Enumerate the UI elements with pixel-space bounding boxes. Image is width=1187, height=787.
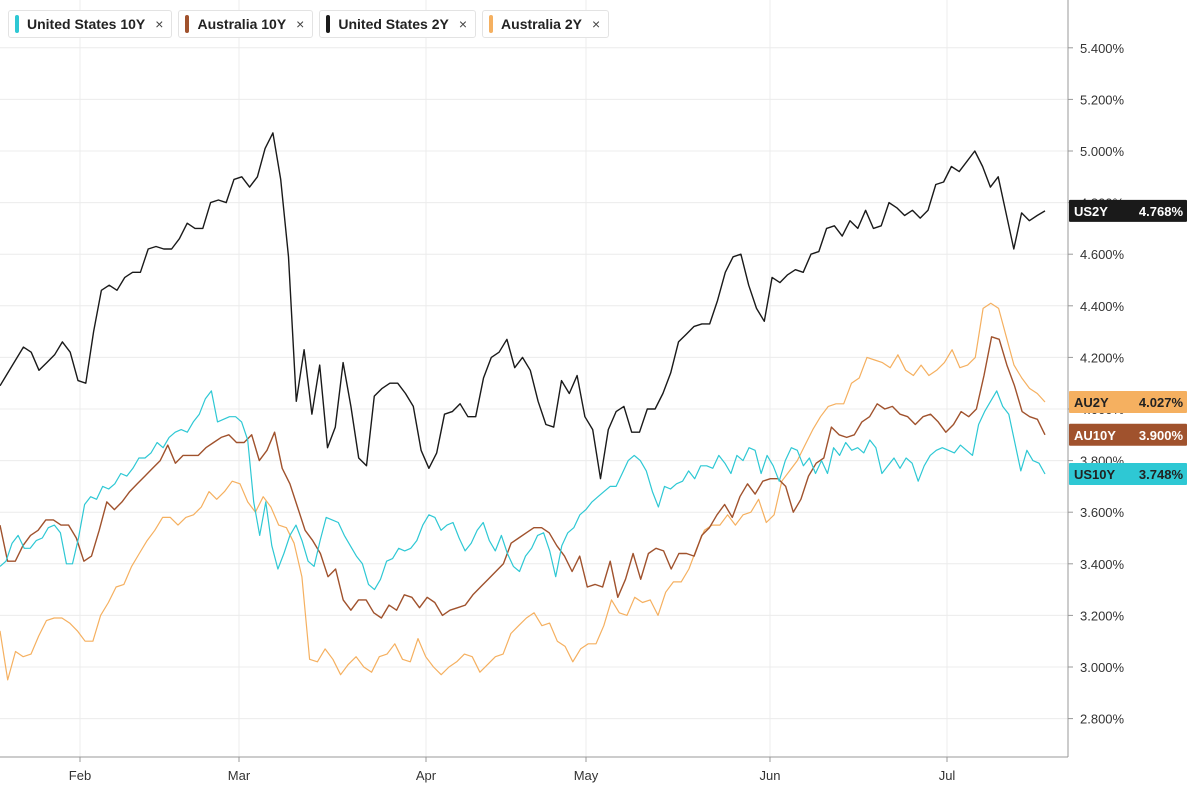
x-tick-label: Jun (760, 768, 781, 783)
series-line-au10y (0, 336, 1046, 619)
swatch-us2y (326, 15, 331, 33)
swatch-us10y (15, 15, 19, 33)
last-value-tags: US2Y 4.768% AU2Y 4.027% AU10Y 3.900% US10Y 3.74… (1069, 199, 1187, 486)
tag-symbol: AU10Y (1074, 428, 1116, 443)
legend-chip-us2y[interactable]: United States 2Y × (319, 10, 477, 38)
last-value-tag-us2y: US2Y 4.768% (1069, 199, 1187, 222)
tag-bg (1069, 199, 1187, 222)
legend-chip-au10y[interactable]: Australia 10Y × (178, 10, 314, 38)
tag-value: 4.768% (1139, 204, 1184, 219)
y-tick-label: 5.200% (1080, 92, 1125, 107)
y-tick-label: 2.800% (1080, 712, 1125, 727)
series-line-us10y (0, 390, 1046, 591)
y-tick-label: 5.000% (1080, 144, 1125, 159)
tag-bg (1069, 423, 1187, 446)
last-value-tag-au2y: AU2Y 4.027% (1069, 391, 1187, 414)
x-tick-label: Jul (939, 768, 956, 783)
tag-bg (1069, 391, 1187, 414)
y-tick-label: 3.000% (1080, 660, 1125, 675)
tag-symbol: US2Y (1074, 204, 1108, 219)
y-tick-label: 4.200% (1080, 350, 1125, 365)
tag-symbol: US10Y (1074, 467, 1116, 482)
legend-label-us2y: United States 2Y (338, 16, 449, 32)
close-icon[interactable]: × (155, 16, 164, 32)
legend-label-au10y: Australia 10Y (197, 16, 287, 32)
y-tick-label: 3.600% (1080, 505, 1125, 520)
y-tick-label: 5.400% (1080, 41, 1125, 56)
swatch-au10y (185, 15, 190, 33)
y-tick-label: 4.400% (1080, 299, 1125, 314)
tag-value: 3.748% (1139, 467, 1184, 482)
legend-chip-us10y[interactable]: United States 10Y × (8, 10, 173, 38)
axes: 2.800%3.000%3.200%3.400%3.600%3.800%4.00… (0, 0, 1125, 783)
swatch-au2y (489, 15, 494, 33)
last-value-tag-au10y: AU10Y 3.900% (1069, 423, 1187, 446)
legend-chip-au2y[interactable]: Australia 2Y × (482, 10, 610, 38)
x-tick-label: Mar (228, 768, 251, 783)
tag-value: 3.900% (1139, 428, 1184, 443)
tag-symbol: AU2Y (1074, 395, 1109, 410)
last-value-tag-us10y: US10Y 3.748% (1069, 463, 1187, 486)
legend: United States 10Y × Australia 10Y × Unit… (8, 10, 610, 38)
grid-lines (0, 0, 1068, 757)
x-tick-label: Apr (416, 768, 437, 783)
tag-value: 4.027% (1139, 395, 1184, 410)
legend-label-au2y: Australia 2Y (501, 16, 582, 32)
y-tick-label: 3.200% (1080, 608, 1125, 623)
y-tick-label: 3.400% (1080, 557, 1125, 572)
close-icon[interactable]: × (458, 16, 468, 32)
close-icon[interactable]: × (591, 16, 601, 32)
legend-label-us10y: United States 10Y (27, 16, 146, 32)
x-tick-label: May (574, 768, 599, 783)
x-tick-label: Feb (69, 768, 91, 783)
tag-bg (1069, 463, 1187, 486)
series-lines (0, 132, 1046, 681)
series-line-au2y (0, 302, 1046, 681)
series-line-us2y (0, 132, 1046, 480)
y-tick-label: 4.600% (1080, 247, 1125, 262)
close-icon[interactable]: × (296, 16, 305, 32)
